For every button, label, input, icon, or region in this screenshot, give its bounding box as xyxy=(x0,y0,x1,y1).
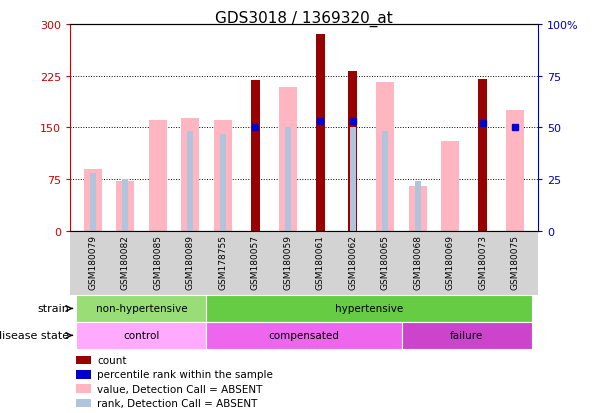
Bar xyxy=(250,81,260,231)
Bar xyxy=(401,322,531,349)
Text: GSM180065: GSM180065 xyxy=(381,235,390,290)
Bar xyxy=(149,121,167,231)
Text: disease state: disease state xyxy=(0,330,69,341)
Bar xyxy=(376,83,394,231)
Bar xyxy=(77,322,207,349)
Text: GSM180073: GSM180073 xyxy=(478,235,487,290)
Text: rank, Detection Call = ABSENT: rank, Detection Call = ABSENT xyxy=(97,398,258,408)
Bar xyxy=(181,119,199,231)
Bar xyxy=(220,134,226,231)
Text: strain: strain xyxy=(38,304,69,314)
Text: compensated: compensated xyxy=(269,330,339,341)
Bar xyxy=(285,128,291,231)
Text: GSM180061: GSM180061 xyxy=(316,235,325,290)
Bar xyxy=(279,88,297,231)
Text: failure: failure xyxy=(450,330,483,341)
Bar xyxy=(316,35,325,231)
Bar xyxy=(506,111,524,231)
Text: count: count xyxy=(97,355,127,365)
Bar xyxy=(415,182,421,231)
Bar xyxy=(187,132,193,231)
Text: GSM180085: GSM180085 xyxy=(153,235,162,290)
Text: GSM178755: GSM178755 xyxy=(218,235,227,290)
Text: GDS3018 / 1369320_at: GDS3018 / 1369320_at xyxy=(215,10,393,26)
Text: GSM180082: GSM180082 xyxy=(121,235,130,289)
Text: GSM180075: GSM180075 xyxy=(511,235,520,290)
Bar xyxy=(207,322,401,349)
Bar xyxy=(478,80,488,231)
Bar xyxy=(207,295,531,322)
Text: GSM180068: GSM180068 xyxy=(413,235,423,290)
Text: value, Detection Call = ABSENT: value, Detection Call = ABSENT xyxy=(97,384,263,394)
Text: GSM180057: GSM180057 xyxy=(250,235,260,290)
Text: percentile rank within the sample: percentile rank within the sample xyxy=(97,370,273,380)
Bar xyxy=(214,121,232,231)
Text: non-hypertensive: non-hypertensive xyxy=(95,304,187,314)
Bar xyxy=(382,132,388,231)
Bar xyxy=(348,71,358,231)
Text: GSM180089: GSM180089 xyxy=(185,235,195,290)
Bar xyxy=(122,180,128,231)
Text: GSM180062: GSM180062 xyxy=(348,235,358,289)
Text: hypertensive: hypertensive xyxy=(335,304,403,314)
Text: GSM180079: GSM180079 xyxy=(88,235,97,290)
Bar xyxy=(409,187,427,231)
Bar xyxy=(116,182,134,231)
Bar xyxy=(77,295,207,322)
Bar xyxy=(84,169,102,231)
Text: control: control xyxy=(123,330,160,341)
Bar xyxy=(350,128,356,231)
Text: GSM180069: GSM180069 xyxy=(446,235,455,290)
Text: GSM180059: GSM180059 xyxy=(283,235,292,290)
Bar xyxy=(90,173,95,231)
Bar xyxy=(441,142,459,231)
